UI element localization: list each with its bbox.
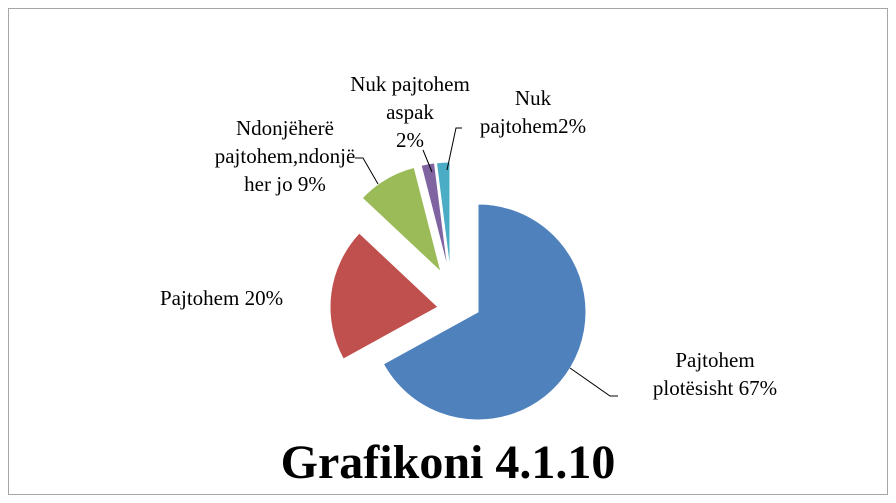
chart-title: Grafikoni 4.1.10 [280, 436, 616, 489]
data-label: Nuk pajtohem aspak 2% [340, 70, 480, 154]
leader-line [569, 367, 618, 397]
pie-slice [329, 232, 439, 360]
leader-line [422, 149, 433, 173]
value-label: 67% [738, 376, 778, 400]
category-label: Pajtohem [160, 286, 240, 310]
data-label: Ndonjëherë pajtohem,ndonjëher jo 9% [210, 114, 360, 198]
value-label: 20% [244, 286, 284, 310]
value-label: 2% [558, 114, 587, 138]
data-label: Nuk pajtohem2% [463, 84, 603, 140]
pie-slice [382, 203, 587, 421]
value-label: 9% [297, 172, 326, 196]
pie-slice [361, 166, 442, 274]
leader-line [355, 157, 379, 185]
category-label: Nuk pajtohem [479, 86, 559, 138]
data-label: Pajtohem plotësisht 67% [635, 346, 795, 402]
category-label: Ndonjëherë pajtohem,ndonjëher jo [214, 116, 356, 196]
value-label: 2% [396, 128, 424, 152]
data-label: Pajtohem 20% [160, 284, 283, 312]
pie-slice [420, 162, 449, 271]
pie-slice [435, 161, 451, 271]
leader-line [446, 127, 462, 171]
category-label: Pajtohem plotësisht [652, 348, 755, 400]
category-label: Nuk pajtohem aspak [350, 72, 470, 124]
